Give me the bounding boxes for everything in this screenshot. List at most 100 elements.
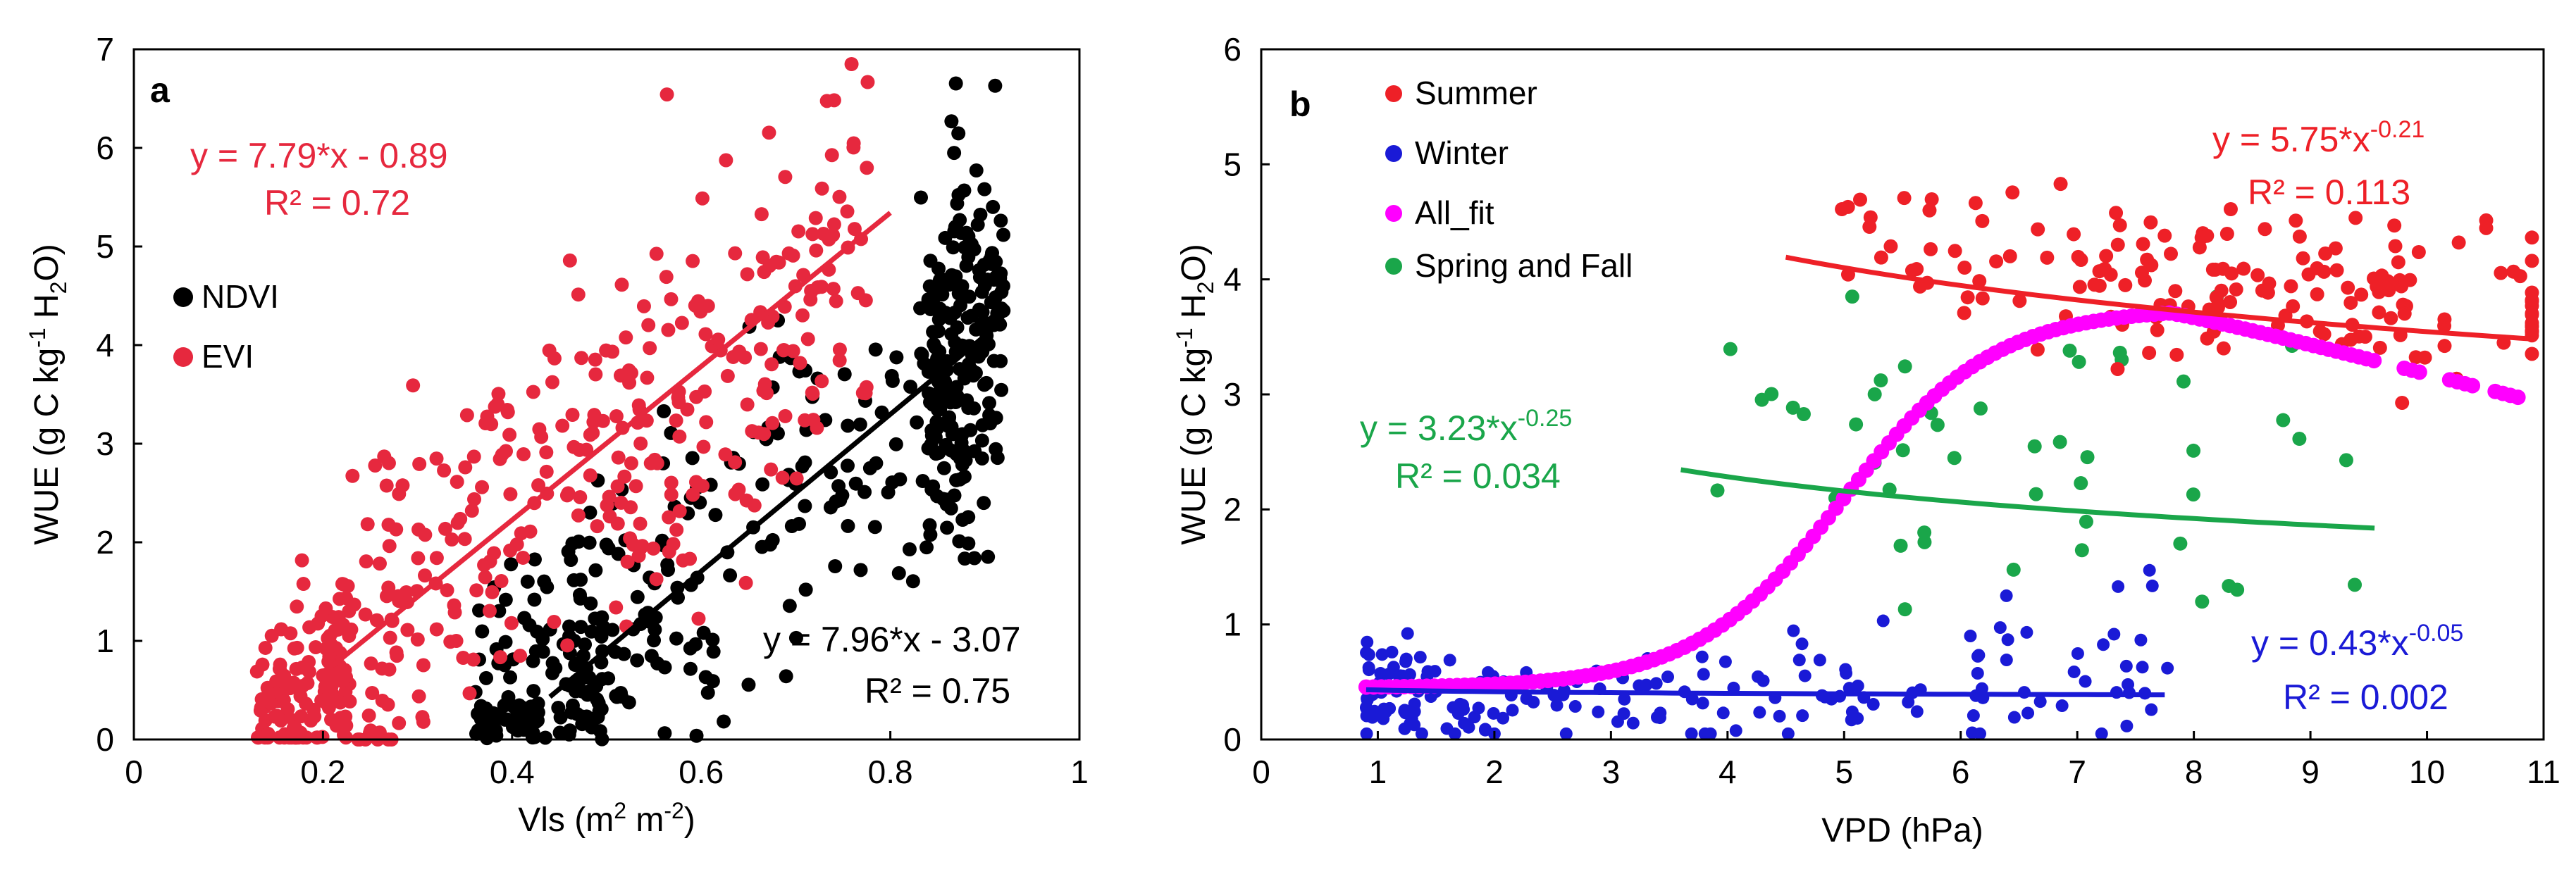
evi-point	[565, 408, 580, 423]
ndvi-point	[705, 632, 720, 647]
evi-point	[571, 287, 586, 302]
legend-ndvi-label: NDVI	[202, 278, 279, 315]
ndvi-point	[669, 631, 683, 646]
evi-point	[819, 94, 834, 108]
evi-point	[462, 686, 477, 701]
spring-fall-point	[2027, 439, 2042, 454]
spring-fall-point	[2052, 435, 2067, 449]
winter-point	[1382, 668, 1395, 681]
summer-point	[2031, 222, 2045, 237]
ndvi-point	[583, 596, 598, 611]
evi-point	[453, 511, 468, 526]
ndvi-point	[941, 412, 956, 427]
winter-point	[2000, 589, 2013, 602]
summer-point	[2348, 211, 2363, 225]
ndvi-point	[989, 270, 1003, 285]
evi-point	[609, 600, 624, 615]
x-tick-label: 3	[1602, 754, 1621, 790]
winter-point	[1506, 704, 1519, 717]
summer-point	[2358, 330, 2372, 344]
evi-point	[290, 599, 304, 614]
ndvi-point	[614, 685, 628, 700]
winter-point	[1753, 706, 1766, 719]
panel-a-x-ticks: 0 0.2 0.4 0.6 0.8 1	[125, 731, 1089, 790]
ndvi-point	[795, 459, 810, 474]
winter-point	[2107, 628, 2121, 641]
evi-point	[791, 224, 806, 239]
ndvi-point	[575, 717, 590, 732]
summer-point	[1840, 199, 1855, 214]
ndvi-point	[975, 418, 990, 432]
evi-point	[269, 708, 284, 723]
evi-point	[372, 556, 387, 571]
evi-point	[664, 475, 679, 490]
evi-point	[595, 413, 610, 428]
ndvi-point	[947, 146, 962, 161]
ndvi-point	[517, 611, 532, 625]
summer-point	[2214, 283, 2229, 298]
summer-point	[1948, 244, 1962, 258]
summer-point	[2109, 206, 2124, 220]
evi-point	[619, 330, 633, 345]
spring-fall-point	[1785, 400, 1800, 415]
summer-point	[2118, 277, 2133, 292]
summer-point	[2513, 269, 2527, 284]
spring-fall-point	[2222, 578, 2236, 593]
ndvi-point	[564, 705, 579, 720]
all-fit-point	[2366, 353, 2382, 369]
evi-point	[776, 343, 791, 358]
summer-point	[2451, 235, 2466, 250]
evi-point	[360, 517, 375, 532]
ndvi-point	[531, 696, 545, 711]
evi-point	[307, 709, 322, 724]
ndvi-point	[975, 305, 990, 320]
ndvi-point	[562, 619, 576, 634]
evi-point	[379, 589, 394, 604]
spring-fall-point	[2176, 374, 2191, 389]
ndvi-point	[853, 417, 867, 432]
panel-b: 0 1 2 3 4 5 6 0 1 2 3 4 5 6 7 8 9 10 11 b Summer Winter A…	[1172, 31, 2560, 849]
ndvi-point	[936, 461, 951, 475]
winter-point	[2122, 678, 2135, 691]
y-tick-label: 4	[1223, 261, 1241, 298]
summer-point	[2092, 278, 2107, 293]
summer-point	[2479, 213, 2494, 227]
summer-point	[1924, 192, 1939, 207]
evi-point	[674, 316, 689, 330]
evi-point	[824, 148, 839, 163]
summer-point	[1957, 306, 1971, 320]
winter-point	[1792, 654, 1806, 667]
x-tick-label: 4	[1719, 754, 1737, 790]
evi-point	[249, 664, 264, 679]
summer-point	[2098, 261, 2112, 276]
evi-point	[648, 452, 662, 467]
summer-point	[2525, 323, 2539, 338]
panel-a-x-axis-title: Vls (m2 m-2)	[518, 798, 695, 839]
winter-point	[1527, 695, 1540, 708]
winter-point	[1840, 666, 1853, 680]
ndvi-point	[950, 320, 965, 335]
evi-point	[803, 292, 818, 307]
ndvi-point	[528, 644, 543, 658]
ndvi-point	[828, 558, 843, 573]
summer-point	[2200, 331, 2215, 346]
spring-fall-point	[2276, 413, 2291, 427]
ndvi-point	[988, 78, 1003, 93]
ndvi-point	[566, 573, 581, 587]
evi-point	[503, 487, 518, 501]
winter-point	[1910, 705, 1924, 718]
evi-point	[669, 523, 684, 537]
winter-point	[1366, 709, 1379, 723]
evi-point	[364, 656, 378, 671]
ndvi-point	[765, 532, 780, 547]
x-tick-label: 0.8	[868, 754, 913, 790]
spring-fall-point	[2173, 536, 2188, 551]
evi-point	[411, 551, 426, 566]
x-tick-label: 0.6	[679, 754, 724, 790]
spring-fall-point	[1867, 387, 1882, 401]
spring-fall-equation: y = 3.23*x-0.25	[1360, 405, 1572, 448]
evi-point	[531, 478, 546, 493]
evi-point	[504, 616, 519, 630]
summer-trend-line	[1785, 254, 2532, 342]
